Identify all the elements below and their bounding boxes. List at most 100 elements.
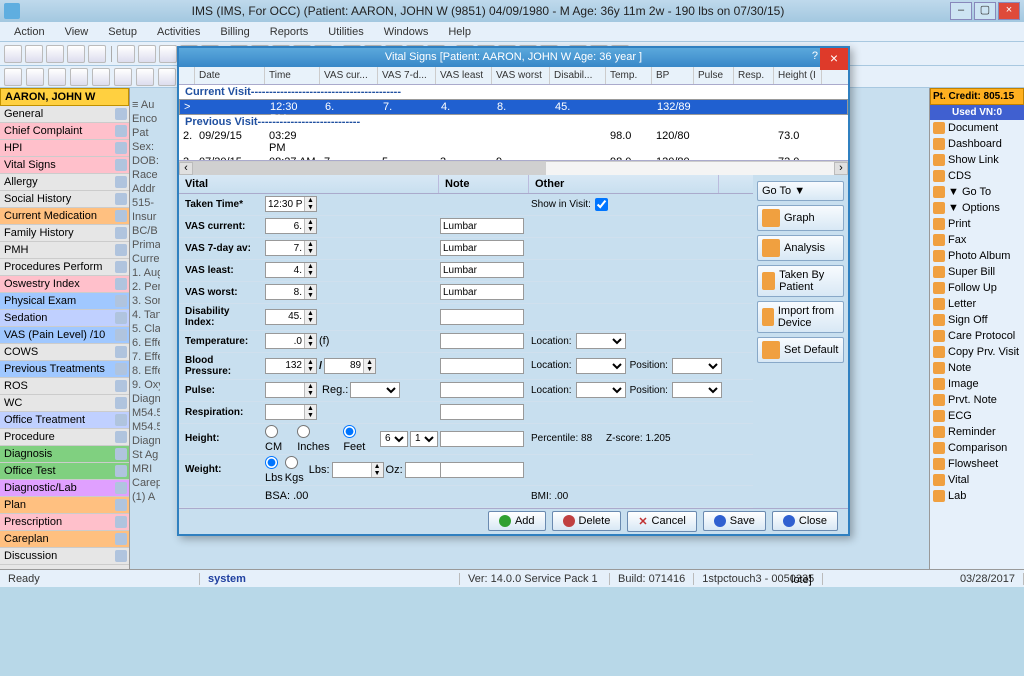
modal-close-button[interactable]: × [820, 48, 848, 70]
nav-item[interactable]: Careplan [0, 531, 129, 548]
scroll-right-button[interactable]: › [834, 162, 848, 175]
toolbar-button[interactable] [67, 45, 85, 63]
nav-item[interactable]: Allergy [0, 174, 129, 191]
side-action-button[interactable]: Graph [757, 205, 844, 231]
nav-item[interactable]: Chief Complaint [0, 123, 129, 140]
rp-item[interactable]: Lab [930, 488, 1024, 504]
rp-item[interactable]: Dashboard [930, 136, 1024, 152]
nav-item[interactable]: Office Test [0, 463, 129, 480]
rp-item[interactable]: ECG [930, 408, 1024, 424]
rp-item[interactable]: Photo Album [930, 248, 1024, 264]
rp-item[interactable]: Note [930, 360, 1024, 376]
rp-item[interactable]: Care Protocol [930, 328, 1024, 344]
rp-item[interactable]: Reminder [930, 424, 1024, 440]
menu-action[interactable]: Action [6, 24, 53, 40]
nav-item[interactable]: Family History [0, 225, 129, 242]
rp-item[interactable]: Prvt. Note [930, 392, 1024, 408]
nav-item[interactable]: Prescription [0, 514, 129, 531]
close-button-footer[interactable]: Close [772, 511, 838, 531]
nav-item[interactable]: HPI [0, 140, 129, 157]
scroll-thumb[interactable] [193, 162, 546, 175]
toolbar-button[interactable] [4, 68, 22, 86]
rp-item[interactable]: Letter [930, 296, 1024, 312]
grid-col-header[interactable]: Date [195, 67, 265, 84]
nav-item[interactable]: ROS [0, 378, 129, 395]
nav-item[interactable]: Discussion [0, 548, 129, 565]
menu-windows[interactable]: Windows [376, 24, 437, 40]
toolbar-button[interactable] [159, 45, 177, 63]
nav-item[interactable]: Vital Signs [0, 157, 129, 174]
toolbar-button[interactable] [26, 68, 44, 86]
toolbar-button[interactable] [25, 45, 43, 63]
toolbar-button[interactable] [158, 68, 176, 86]
grid-col-header[interactable]: VAS cur... [320, 67, 378, 84]
nav-item[interactable]: Procedures Perform [0, 259, 129, 276]
nav-item[interactable]: PMH [0, 242, 129, 259]
side-action-button[interactable]: Analysis [757, 235, 844, 261]
nav-item[interactable]: Oswestry Index [0, 276, 129, 293]
grid-col-header[interactable]: BP [652, 67, 694, 84]
visits-hscroll[interactable]: ‹ › [179, 161, 848, 175]
menu-utilities[interactable]: Utilities [320, 24, 371, 40]
toolbar-button[interactable] [114, 68, 132, 86]
grid-col-header[interactable]: Disabil... [550, 67, 606, 84]
rp-item[interactable]: Flowsheet [930, 456, 1024, 472]
menu-setup[interactable]: Setup [100, 24, 145, 40]
side-action-button[interactable]: Import from Device [757, 301, 844, 333]
scroll-left-button[interactable]: ‹ [179, 162, 193, 175]
nav-item[interactable]: COWS [0, 344, 129, 361]
close-button[interactable]: × [998, 2, 1020, 20]
grid-col-header[interactable]: Pulse [694, 67, 734, 84]
add-button[interactable]: Add [488, 511, 546, 531]
maximize-button[interactable]: ▢ [974, 2, 996, 20]
nav-item[interactable]: General [0, 106, 129, 123]
grid-col-header[interactable]: Height (I [774, 67, 822, 84]
rp-item[interactable]: Vital [930, 472, 1024, 488]
toolbar-button[interactable] [136, 68, 154, 86]
grid-col-header[interactable]: Resp. [734, 67, 774, 84]
grid-col-header[interactable]: Time [265, 67, 320, 84]
delete-button[interactable]: Delete [552, 511, 622, 531]
grid-col-header[interactable]: VAS least [436, 67, 492, 84]
toolbar-button[interactable] [70, 68, 88, 86]
rp-item[interactable]: Follow Up [930, 280, 1024, 296]
toolbar-button[interactable] [46, 45, 64, 63]
minimize-button[interactable]: – [950, 2, 972, 20]
rp-item[interactable]: Sign Off [930, 312, 1024, 328]
grid-col-header[interactable]: VAS worst [492, 67, 550, 84]
side-action-button[interactable]: Set Default [757, 337, 844, 363]
toolbar-button[interactable] [92, 68, 110, 86]
patient-name-box[interactable]: AARON, JOHN W [0, 88, 129, 106]
menu-view[interactable]: View [57, 24, 97, 40]
rp-item[interactable]: Copy Prv. Visit [930, 344, 1024, 360]
visits-grid[interactable]: Current Visit---------------------------… [179, 85, 848, 161]
toolbar-button[interactable] [138, 45, 156, 63]
nav-item[interactable]: Diagnosis [0, 446, 129, 463]
menu-help[interactable]: Help [440, 24, 479, 40]
side-action-button[interactable]: Taken By Patient [757, 265, 844, 297]
side-action-button[interactable]: Go To ▼ [757, 181, 844, 201]
modal-help-icon[interactable]: ? [812, 50, 818, 62]
toolbar-button[interactable] [88, 45, 106, 63]
toolbar-button[interactable] [4, 45, 22, 63]
rp-item[interactable]: Comparison [930, 440, 1024, 456]
menu-billing[interactable]: Billing [212, 24, 257, 40]
menu-reports[interactable]: Reports [262, 24, 317, 40]
nav-item[interactable]: Sedation [0, 310, 129, 327]
nav-item[interactable]: VAS (Pain Level) /10 [0, 327, 129, 344]
rp-item[interactable]: Image [930, 376, 1024, 392]
rp-item[interactable]: Document [930, 120, 1024, 136]
nav-item[interactable]: Previous Treatments [0, 361, 129, 378]
rp-item[interactable]: ▼ Go To [930, 184, 1024, 200]
nav-item[interactable]: Social History [0, 191, 129, 208]
nav-item[interactable]: Plan [0, 497, 129, 514]
toolbar-button[interactable] [117, 45, 135, 63]
save-button[interactable]: Save [703, 511, 766, 531]
toolbar-button[interactable] [48, 68, 66, 86]
nav-item[interactable]: Procedure [0, 429, 129, 446]
menu-activities[interactable]: Activities [149, 24, 208, 40]
grid-col-header[interactable] [179, 67, 195, 84]
nav-item[interactable]: Office Treatment [0, 412, 129, 429]
nav-item[interactable]: Diagnostic/Lab [0, 480, 129, 497]
cancel-button[interactable]: ✕Cancel [627, 511, 696, 532]
